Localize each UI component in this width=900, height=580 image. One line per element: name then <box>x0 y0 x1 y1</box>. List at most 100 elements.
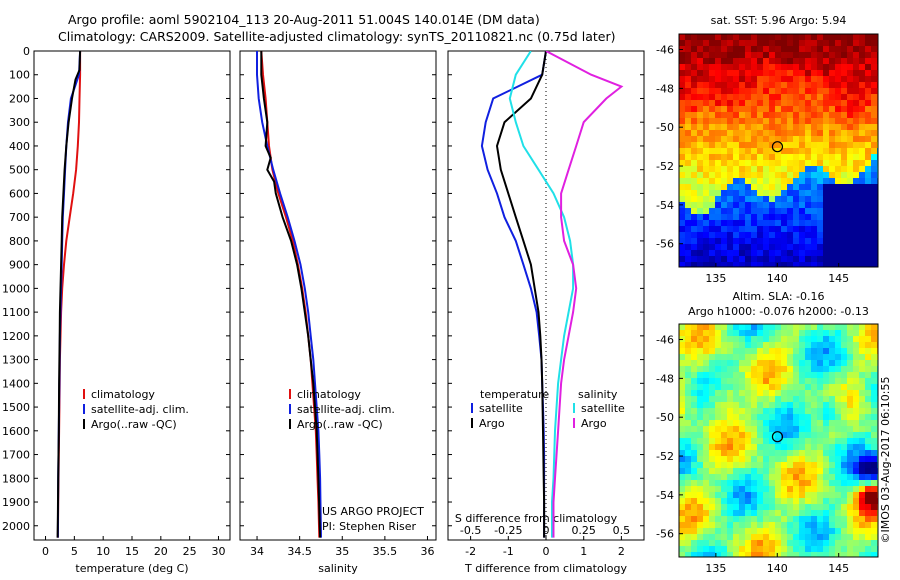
map-cell <box>727 52 733 58</box>
map-cell <box>799 238 805 244</box>
map-cell <box>793 154 799 160</box>
map-cell <box>757 88 763 94</box>
map-cell <box>775 390 781 396</box>
map-cell <box>799 76 805 82</box>
map-cell <box>811 414 817 420</box>
map-cell <box>685 82 691 88</box>
map-cell <box>685 396 691 402</box>
map-cell <box>847 160 853 166</box>
map-cell <box>733 58 739 64</box>
map-cell <box>751 402 757 408</box>
map-cell <box>769 444 775 450</box>
map-cell <box>703 450 709 456</box>
map-cell <box>757 474 763 480</box>
map-cell <box>871 396 877 402</box>
map-cell <box>847 384 853 390</box>
map-cell <box>703 444 709 450</box>
map-cell <box>745 396 751 402</box>
map-cell <box>733 100 739 106</box>
map-cell <box>709 244 715 250</box>
map-cell <box>835 40 841 46</box>
map-cell <box>787 546 793 552</box>
map-cell <box>859 492 865 498</box>
map-cell <box>811 154 817 160</box>
map-cell <box>859 486 865 492</box>
map-cell <box>793 52 799 58</box>
map-cell <box>781 112 787 118</box>
map-cell <box>841 390 847 396</box>
map-cell <box>799 354 805 360</box>
map-cell <box>805 214 811 220</box>
map-cell <box>709 384 715 390</box>
map-cell <box>751 136 757 142</box>
map-cell <box>787 540 793 546</box>
map-cell <box>745 34 751 40</box>
map-cell <box>865 172 871 178</box>
map-cell <box>799 148 805 154</box>
map-cell <box>679 486 685 492</box>
map-cell <box>853 348 859 354</box>
map-cell <box>709 348 715 354</box>
map-cell <box>835 444 841 450</box>
map-cell <box>709 360 715 366</box>
map-cell <box>823 118 829 124</box>
map-cell <box>823 214 829 220</box>
map-cell <box>727 208 733 214</box>
map-cell <box>751 88 757 94</box>
map-cell <box>871 88 877 94</box>
map-cell <box>805 64 811 70</box>
map-cell <box>835 244 841 250</box>
map-cell <box>835 510 841 516</box>
map-cell <box>871 136 877 142</box>
map-cell <box>739 342 745 348</box>
map-cell <box>739 58 745 64</box>
map-cell <box>745 552 751 557</box>
map-cell <box>757 208 763 214</box>
map-cell <box>841 88 847 94</box>
map-cell <box>799 372 805 378</box>
map-cell <box>799 534 805 540</box>
map-cell <box>871 58 877 64</box>
map-cell <box>703 148 709 154</box>
map-cell <box>865 64 871 70</box>
map-cell <box>715 160 721 166</box>
map-cell <box>841 166 847 172</box>
map-cell <box>709 468 715 474</box>
map-cell <box>739 184 745 190</box>
map-cell <box>751 154 757 160</box>
map-cell <box>841 474 847 480</box>
map-cell <box>697 486 703 492</box>
map-cell <box>805 208 811 214</box>
map-cell <box>805 238 811 244</box>
salinity-tick-label: 0.25 <box>571 524 596 537</box>
map-cell <box>805 202 811 208</box>
map-cell <box>739 262 745 267</box>
map-cell <box>727 540 733 546</box>
map-cell <box>727 450 733 456</box>
map-cell <box>829 474 835 480</box>
map-cell <box>811 444 817 450</box>
map-cell <box>769 390 775 396</box>
map-cell <box>859 34 865 40</box>
map-cell <box>859 214 865 220</box>
map-cell <box>811 396 817 402</box>
map-cell <box>793 366 799 372</box>
map-cell <box>823 468 829 474</box>
map-cell <box>685 354 691 360</box>
map-cell <box>757 166 763 172</box>
map-cell <box>865 58 871 64</box>
map-cell <box>859 256 865 262</box>
map-cell <box>799 366 805 372</box>
map-cell <box>829 456 835 462</box>
map-cell <box>793 402 799 408</box>
map-cell <box>745 432 751 438</box>
map-cell <box>847 76 853 82</box>
map-cell <box>679 420 685 426</box>
map-cell <box>781 426 787 432</box>
map-cell <box>679 366 685 372</box>
map-cell <box>859 82 865 88</box>
map-cell <box>775 238 781 244</box>
map-cell <box>697 58 703 64</box>
map-cell <box>787 208 793 214</box>
map-cell <box>853 124 859 130</box>
